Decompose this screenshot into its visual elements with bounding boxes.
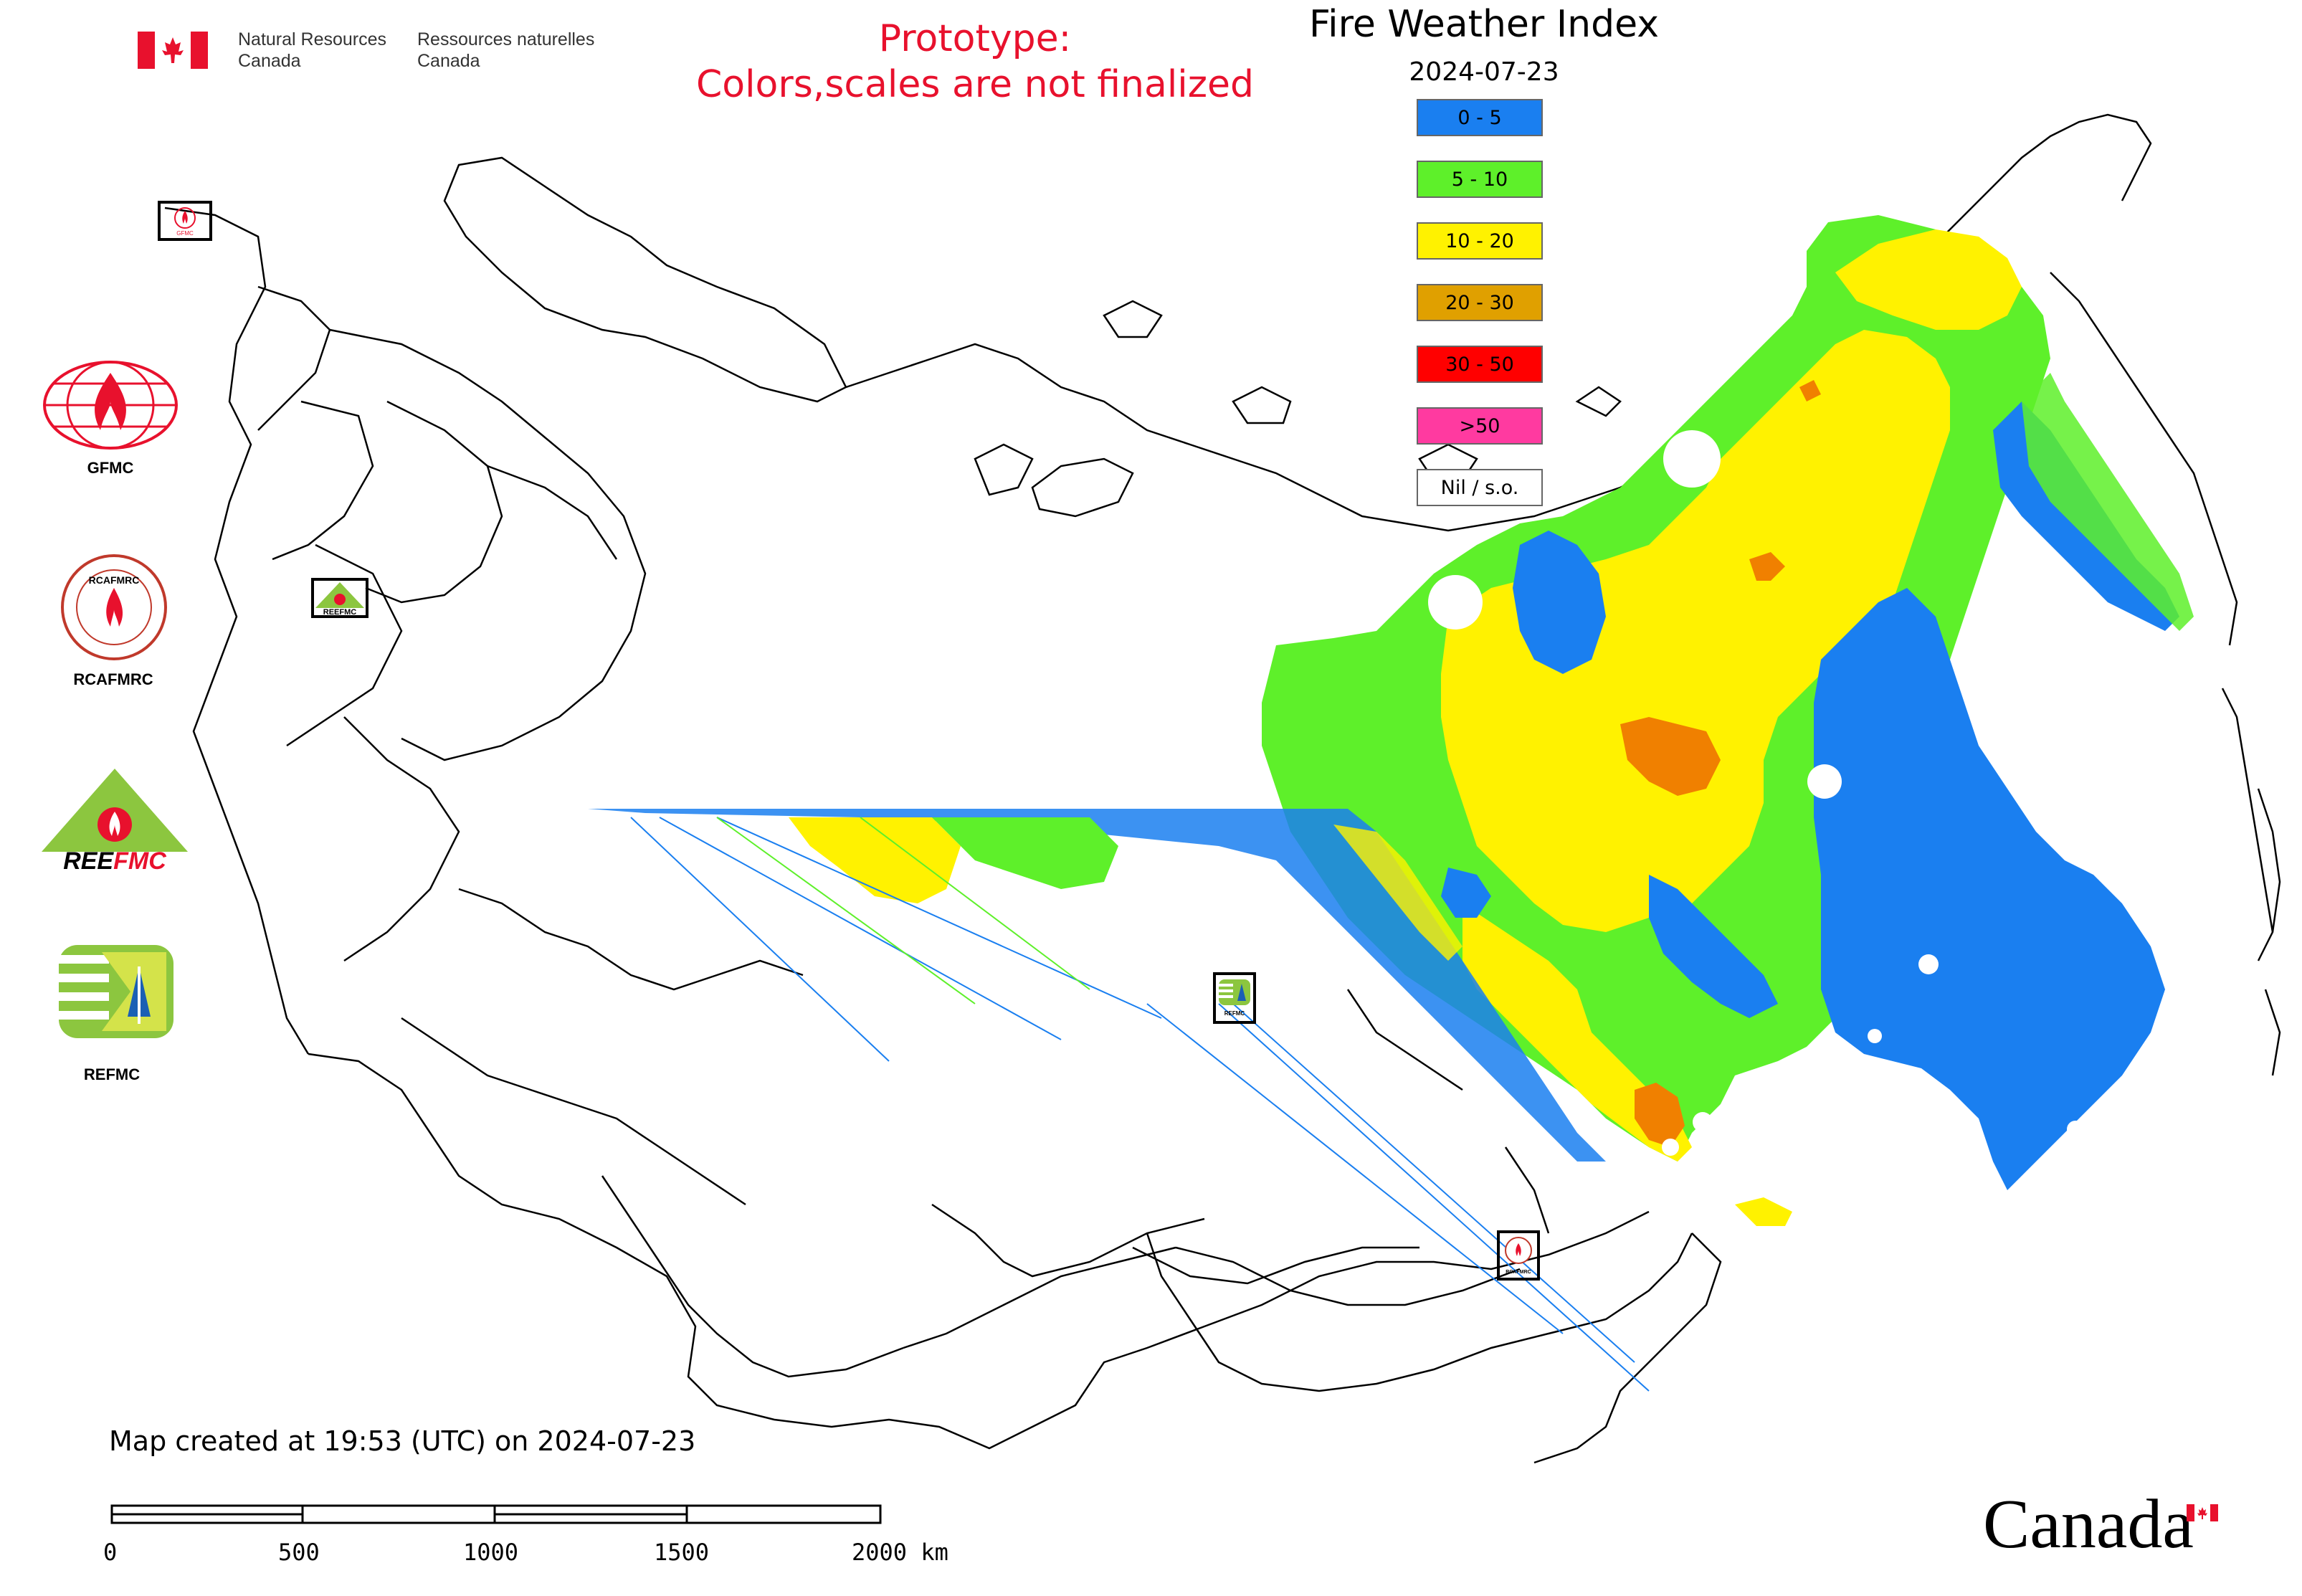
small-reefmc-label: REEFMC bbox=[323, 608, 357, 615]
country-borders bbox=[164, 113, 2281, 1464]
small-refmc-label: REFMC bbox=[1224, 1010, 1245, 1017]
rcafmrc-label: RCAFMRC bbox=[73, 670, 153, 688]
dept-name-fr-line1: Ressources naturelles bbox=[417, 29, 595, 49]
scale-label-2000: 2000 km bbox=[852, 1539, 948, 1566]
wordmark-flag-icon bbox=[2187, 1504, 2218, 1521]
small-rcafmrc-label: RCAFMRC bbox=[1506, 1270, 1531, 1275]
legend-item-0-5: 0 - 5 bbox=[1417, 99, 1543, 136]
map-title: Fire Weather Index bbox=[1309, 3, 1659, 46]
dept-name-en-line2: Canada bbox=[238, 51, 301, 71]
fwi-field bbox=[588, 215, 2194, 1392]
legend-item-30-50: 30 - 50 bbox=[1417, 346, 1543, 383]
scale-label-1000: 1000 bbox=[463, 1539, 519, 1566]
svg-text:REEFMC: REEFMC bbox=[63, 847, 166, 873]
legend-item-nil: Nil / s.o. bbox=[1417, 469, 1543, 506]
scale-label-0: 0 bbox=[103, 1539, 118, 1566]
small-gfmc-label: GFMC bbox=[176, 230, 194, 237]
small-refmc-logo: REFMC bbox=[1217, 977, 1252, 1020]
svg-text:RCAFMRC: RCAFMRC bbox=[89, 574, 140, 586]
prototype-title: Prototype: bbox=[878, 17, 1072, 60]
refmc-label: REFMC bbox=[83, 1065, 141, 1083]
scale-label-1500: 1500 bbox=[654, 1539, 710, 1566]
scale-bar bbox=[110, 1504, 883, 1526]
legend-item-20-30: 20 - 30 bbox=[1417, 284, 1543, 321]
gfmc-logo bbox=[39, 358, 182, 452]
map-date: 2024-07-23 bbox=[1409, 57, 1559, 87]
legend-item-5-10: 5 - 10 bbox=[1417, 161, 1543, 198]
reefmc-logo: REEFMC bbox=[39, 766, 191, 875]
dept-name-fr-line2: Canada bbox=[417, 51, 480, 71]
small-rcafmrc-logo: RCAFMRC bbox=[1501, 1235, 1536, 1276]
canada-wordmark-text: Canada bbox=[1983, 1486, 2194, 1563]
canada-flag-icon bbox=[138, 32, 208, 69]
gfmc-label: GFMC bbox=[87, 459, 134, 477]
map-logo-frames bbox=[158, 201, 1540, 1281]
small-gfmc-logo: GFMC bbox=[169, 205, 201, 237]
legend-item-over-50: >50 bbox=[1417, 407, 1543, 445]
scale-label-500: 500 bbox=[278, 1539, 320, 1566]
refmc-logo bbox=[59, 945, 173, 1038]
canada-wordmark: Canada bbox=[1983, 1484, 2194, 1564]
dept-name-en-line1: Natural Resources bbox=[238, 29, 387, 49]
rcafmrc-logo: RCAFMRC bbox=[59, 552, 169, 662]
small-reefmc-logo: REEFMC bbox=[314, 581, 366, 617]
legend-item-10-20: 10 - 20 bbox=[1417, 222, 1543, 260]
prototype-note: Colors,scales are not finalized bbox=[695, 63, 1255, 106]
map-created-text: Map created at 19:53 (UTC) on 2024-07-23 bbox=[109, 1425, 696, 1457]
